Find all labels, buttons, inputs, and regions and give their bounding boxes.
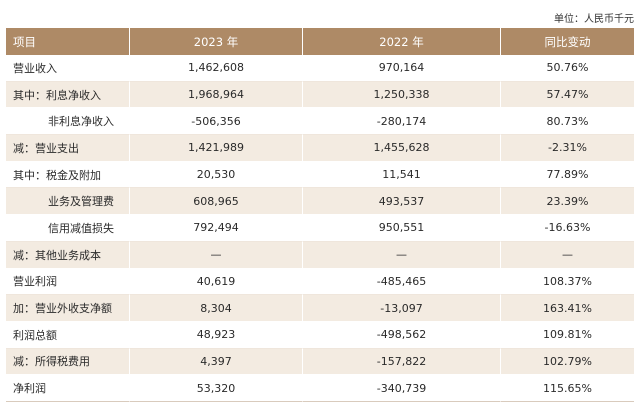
row-item: 营业收入 — [6, 55, 130, 82]
table-row: 营业收入 1,462,608 970,164 50.76% — [6, 55, 634, 82]
row-change: 50.76% — [501, 55, 634, 82]
row-change: 115.65% — [501, 375, 634, 402]
row-item: 营业利润 — [6, 268, 130, 296]
row-2023: 792,494 — [130, 215, 303, 242]
table-row: 业务及管理费 608,965 493,537 23.39% — [6, 188, 634, 216]
row-item: 利润总额 — [6, 321, 130, 349]
row-item: 净利润 — [6, 375, 130, 402]
unit-label: 单位：人民币千元 — [554, 14, 634, 25]
row-change: 57.47% — [501, 81, 634, 109]
row-2023: 8,304 — [130, 295, 303, 322]
table-row: 减：营业支出 1,421,989 1,455,628 -2.31% — [6, 135, 634, 162]
header-2022: 2022 年 — [303, 28, 501, 55]
row-2023: 4,397 — [130, 348, 303, 376]
row-2023: 53,320 — [130, 375, 303, 402]
row-2022: 1,250,338 — [303, 81, 501, 109]
header-change: 同比变动 — [501, 28, 634, 55]
table-row: 加：营业外收支净额 8,304 -13,097 163.41% — [6, 295, 634, 322]
row-change: -2.31% — [501, 135, 634, 162]
row-change: 102.79% — [501, 348, 634, 376]
row-2022: 950,551 — [303, 215, 501, 242]
row-item: 业务及管理费 — [6, 188, 130, 216]
table-row: 非利息净收入 -506,356 -280,174 80.73% — [6, 108, 634, 136]
row-change: 77.89% — [501, 161, 634, 189]
row-2023: 608,965 — [130, 188, 303, 216]
table-row: 减：所得税费用 4,397 -157,822 102.79% — [6, 348, 634, 376]
row-item: 其中：利息净收入 — [6, 81, 130, 109]
row-2022: 970,164 — [303, 55, 501, 82]
row-change: 109.81% — [501, 321, 634, 349]
row-2023: — — [130, 241, 303, 269]
table-row: 利润总额 48,923 -498,562 109.81% — [6, 321, 634, 349]
row-change: 108.37% — [501, 268, 634, 296]
row-item: 信用减值损失 — [6, 215, 130, 242]
row-2022: -485,465 — [303, 268, 501, 296]
row-item: 非利息净收入 — [6, 108, 130, 136]
row-change: 80.73% — [501, 108, 634, 136]
row-2022: 1,455,628 — [303, 135, 501, 162]
row-2023: 1,462,608 — [130, 55, 303, 82]
table-row: 信用减值损失 792,494 950,551 -16.63% — [6, 215, 634, 242]
row-change: -16.63% — [501, 215, 634, 242]
row-item: 减：营业支出 — [6, 135, 130, 162]
income-statement-table: 项目 2023 年 2022 年 同比变动 营业收入 1,462,608 970… — [6, 28, 634, 402]
row-2022: 493,537 — [303, 188, 501, 216]
table-row: 营业利润 40,619 -485,465 108.37% — [6, 268, 634, 296]
row-change: 23.39% — [501, 188, 634, 216]
row-2023: 40,619 — [130, 268, 303, 296]
row-change: — — [501, 241, 634, 269]
row-item: 减：所得税费用 — [6, 348, 130, 376]
row-2022: -13,097 — [303, 295, 501, 322]
table-row: 减：其他业务成本 — — — — [6, 241, 634, 269]
row-2022: -280,174 — [303, 108, 501, 136]
row-2023: -506,356 — [130, 108, 303, 136]
header-2023: 2023 年 — [130, 28, 303, 55]
header-item: 项目 — [6, 28, 130, 55]
row-2023: 1,421,989 — [130, 135, 303, 162]
row-2022: — — [303, 241, 501, 269]
table-row: 其中：税金及附加 20,530 11,541 77.89% — [6, 161, 634, 189]
table-row: 其中：利息净收入 1,968,964 1,250,338 57.47% — [6, 81, 634, 109]
row-2022: -157,822 — [303, 348, 501, 376]
row-change: 163.41% — [501, 295, 634, 322]
row-item: 其中：税金及附加 — [6, 161, 130, 189]
row-2022: -340,739 — [303, 375, 501, 402]
table-row: 净利润 53,320 -340,739 115.65% — [6, 375, 634, 402]
row-2023: 20,530 — [130, 161, 303, 189]
table-header-row: 项目 2023 年 2022 年 同比变动 — [6, 28, 634, 55]
row-2022: -498,562 — [303, 321, 501, 349]
row-2023: 48,923 — [130, 321, 303, 349]
row-item: 加：营业外收支净额 — [6, 295, 130, 322]
row-2022: 11,541 — [303, 161, 501, 189]
row-2023: 1,968,964 — [130, 81, 303, 109]
row-item: 减：其他业务成本 — [6, 241, 130, 269]
